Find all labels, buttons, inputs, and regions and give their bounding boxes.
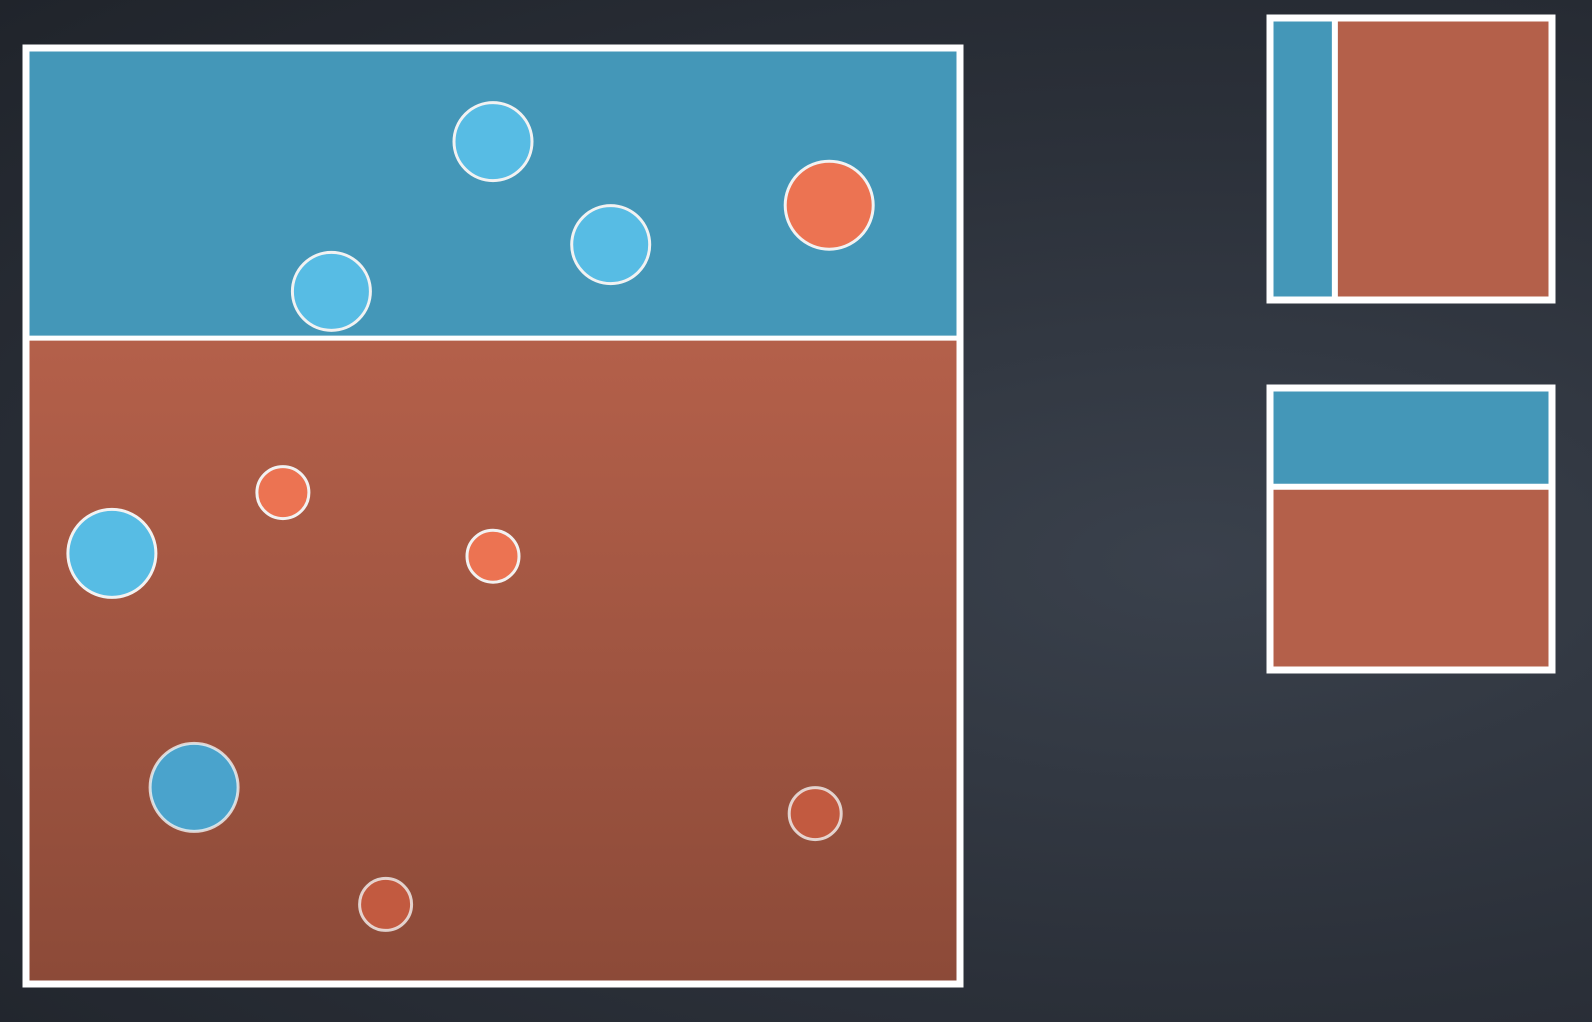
blue-point [452, 101, 534, 183]
blue-point [148, 741, 240, 833]
thumb-blue-region [1270, 18, 1335, 300]
data-points [66, 101, 875, 932]
thumb-border [1266, 14, 1556, 304]
red-point [465, 528, 521, 584]
thumb-border [1266, 384, 1556, 674]
blue-point [290, 250, 372, 332]
red-region [26, 338, 960, 984]
red-point [783, 159, 875, 251]
split-thumbnails [1266, 14, 1556, 674]
red-point [787, 786, 843, 842]
thumb-blue-region [1270, 388, 1552, 487]
vertical-split-thumbnail [1266, 14, 1556, 304]
blue-point [570, 204, 652, 286]
red-point [255, 465, 311, 521]
main-panel-border [22, 44, 964, 988]
red-point [358, 876, 414, 932]
horizontal-split-thumbnail [1266, 384, 1556, 674]
blue-point [66, 507, 158, 599]
